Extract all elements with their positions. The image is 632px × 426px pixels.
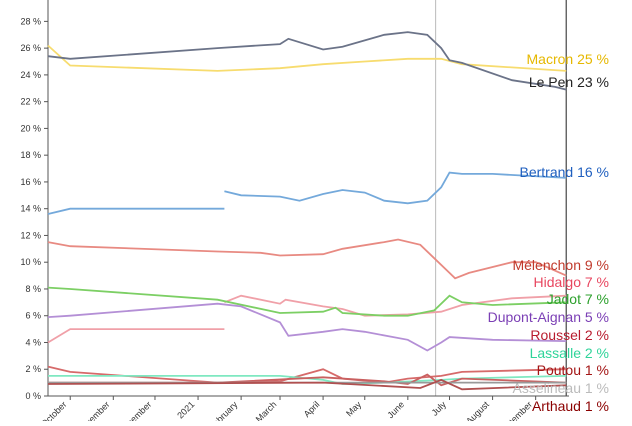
y-tick-label: 18 %: [20, 150, 41, 160]
y-tick-label: 26 %: [20, 43, 41, 53]
series-lines: [47, 31, 567, 391]
y-tick-label: 2 %: [25, 364, 41, 374]
series-line-le pen: [47, 31, 567, 91]
y-tick-label: 12 %: [20, 230, 41, 240]
x-tick-label: April: [302, 399, 322, 419]
y-tick-label: 0 %: [25, 391, 41, 401]
y-tick-label: 24 %: [20, 70, 41, 80]
x-tick-label: August: [464, 399, 491, 421]
y-tick-label: 10 %: [20, 257, 41, 267]
series-line-bertrand: [224, 171, 567, 205]
x-tick-label: October: [39, 399, 69, 421]
x-tick-label: March: [254, 399, 279, 421]
x-tick-label: July: [430, 399, 449, 418]
series-label-hidalgo: Hidalgo 7 %: [534, 274, 610, 290]
series-line-hidalgo: [47, 328, 225, 344]
axes: 0 % 2 % 4 % 6 % 8 % 10 % 12 % 14 % 16 % 18 % 20 % 2…: [20, 0, 569, 426]
y-tick-label: 4 %: [25, 337, 41, 347]
y-tick-label: 6 %: [25, 311, 41, 321]
series-line-macron: [47, 44, 567, 72]
x-tick-label: February: [207, 399, 240, 421]
series-label-poutou: Poutou 1 %: [537, 362, 609, 378]
reference-lines: [435, 0, 567, 396]
x-tick-label: June: [385, 399, 406, 420]
x-tick-label: 2021: [175, 399, 196, 420]
x-tick-label: May: [344, 399, 363, 418]
series-line-dupont-aignan: [47, 302, 567, 352]
y-tick-label: 14 %: [20, 204, 41, 214]
x-tick-label: December: [117, 399, 153, 421]
series-label-arthaud: Arthaud 1 %: [532, 398, 609, 414]
series-label-jadot: Jadot 7 %: [547, 291, 609, 307]
y-tick-label: 20 %: [20, 123, 41, 133]
series-label-bertrand: Bertrand 16 %: [520, 164, 610, 180]
y-tick-label: 28 %: [20, 16, 41, 26]
series-label-lassalle: Lassalle 2 %: [530, 345, 609, 361]
x-tick-label: November: [75, 399, 111, 421]
series-label-mélenchon: Mélenchon 9 %: [512, 257, 609, 273]
series-label-dupont-aignan: Dupont-Aignan 5 %: [488, 309, 609, 325]
series-label-macron: Macron 25 %: [527, 51, 609, 67]
series-label-asselineau: Asselineau 1 %: [512, 380, 609, 396]
series-line-arthaud: [47, 378, 567, 391]
y-tick-label: 8 %: [25, 284, 41, 294]
series-line-mélenchon: [47, 238, 567, 280]
series-line-jadot: [47, 286, 567, 317]
series-line-bertrand: [47, 207, 225, 215]
y-tick-label: 22 %: [20, 97, 41, 107]
series-line-poutou: [48, 373, 567, 387]
x-tick-label: September: [496, 399, 534, 421]
series-label-le pen: Le Pen 23 %: [529, 74, 609, 90]
series-labels: Macron 25 % Le Pen 23 % Bertrand 16 % Mélen…: [488, 51, 609, 414]
series-label-roussel: Roussel 2 %: [530, 327, 609, 343]
y-tick-label: 16 %: [20, 177, 41, 187]
